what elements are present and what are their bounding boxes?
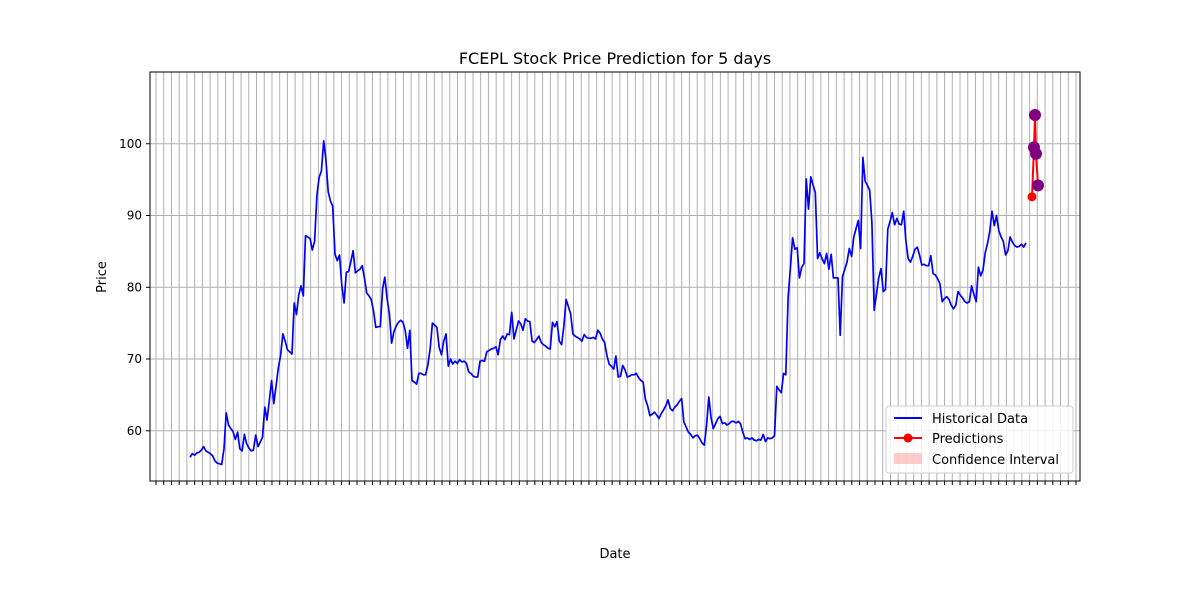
y-tick-label: 100: [119, 137, 142, 151]
prediction-series-group: [1027, 109, 1044, 202]
legend-confidence-swatch: [894, 453, 922, 464]
x-axis-ticks: [155, 481, 1077, 485]
prediction-point: [1027, 192, 1037, 202]
historical-line: [189, 140, 1027, 466]
y-tick-label: 70: [127, 352, 142, 366]
y-axis-label: Price: [95, 261, 110, 293]
chart-title: FCEPL Stock Price Prediction for 5 days: [459, 49, 771, 68]
legend: Historical Data Predictions Confidence I…: [885, 405, 1074, 474]
legend-confidence-label: Confidence Interval: [932, 453, 1059, 468]
legend-predictions-label: Predictions: [932, 432, 1004, 447]
y-tick-label: 90: [127, 209, 142, 223]
prediction-marker: [1029, 109, 1041, 122]
grid: [150, 72, 1080, 481]
y-axis-ticks: 60 70 80 90 100: [119, 137, 150, 438]
prediction-marker: [1032, 179, 1044, 192]
legend-box: [885, 405, 1074, 474]
plot-frame: [149, 71, 1081, 482]
legend-historical-label: Historical Data: [932, 412, 1028, 427]
y-tick-label: 60: [127, 424, 142, 438]
prediction-marker: [1030, 147, 1042, 160]
y-tick-label: 80: [127, 280, 142, 294]
historical-series-group: [189, 140, 1027, 466]
x-axis-label: Date: [599, 547, 630, 562]
legend-predictions-marker: [903, 433, 913, 443]
